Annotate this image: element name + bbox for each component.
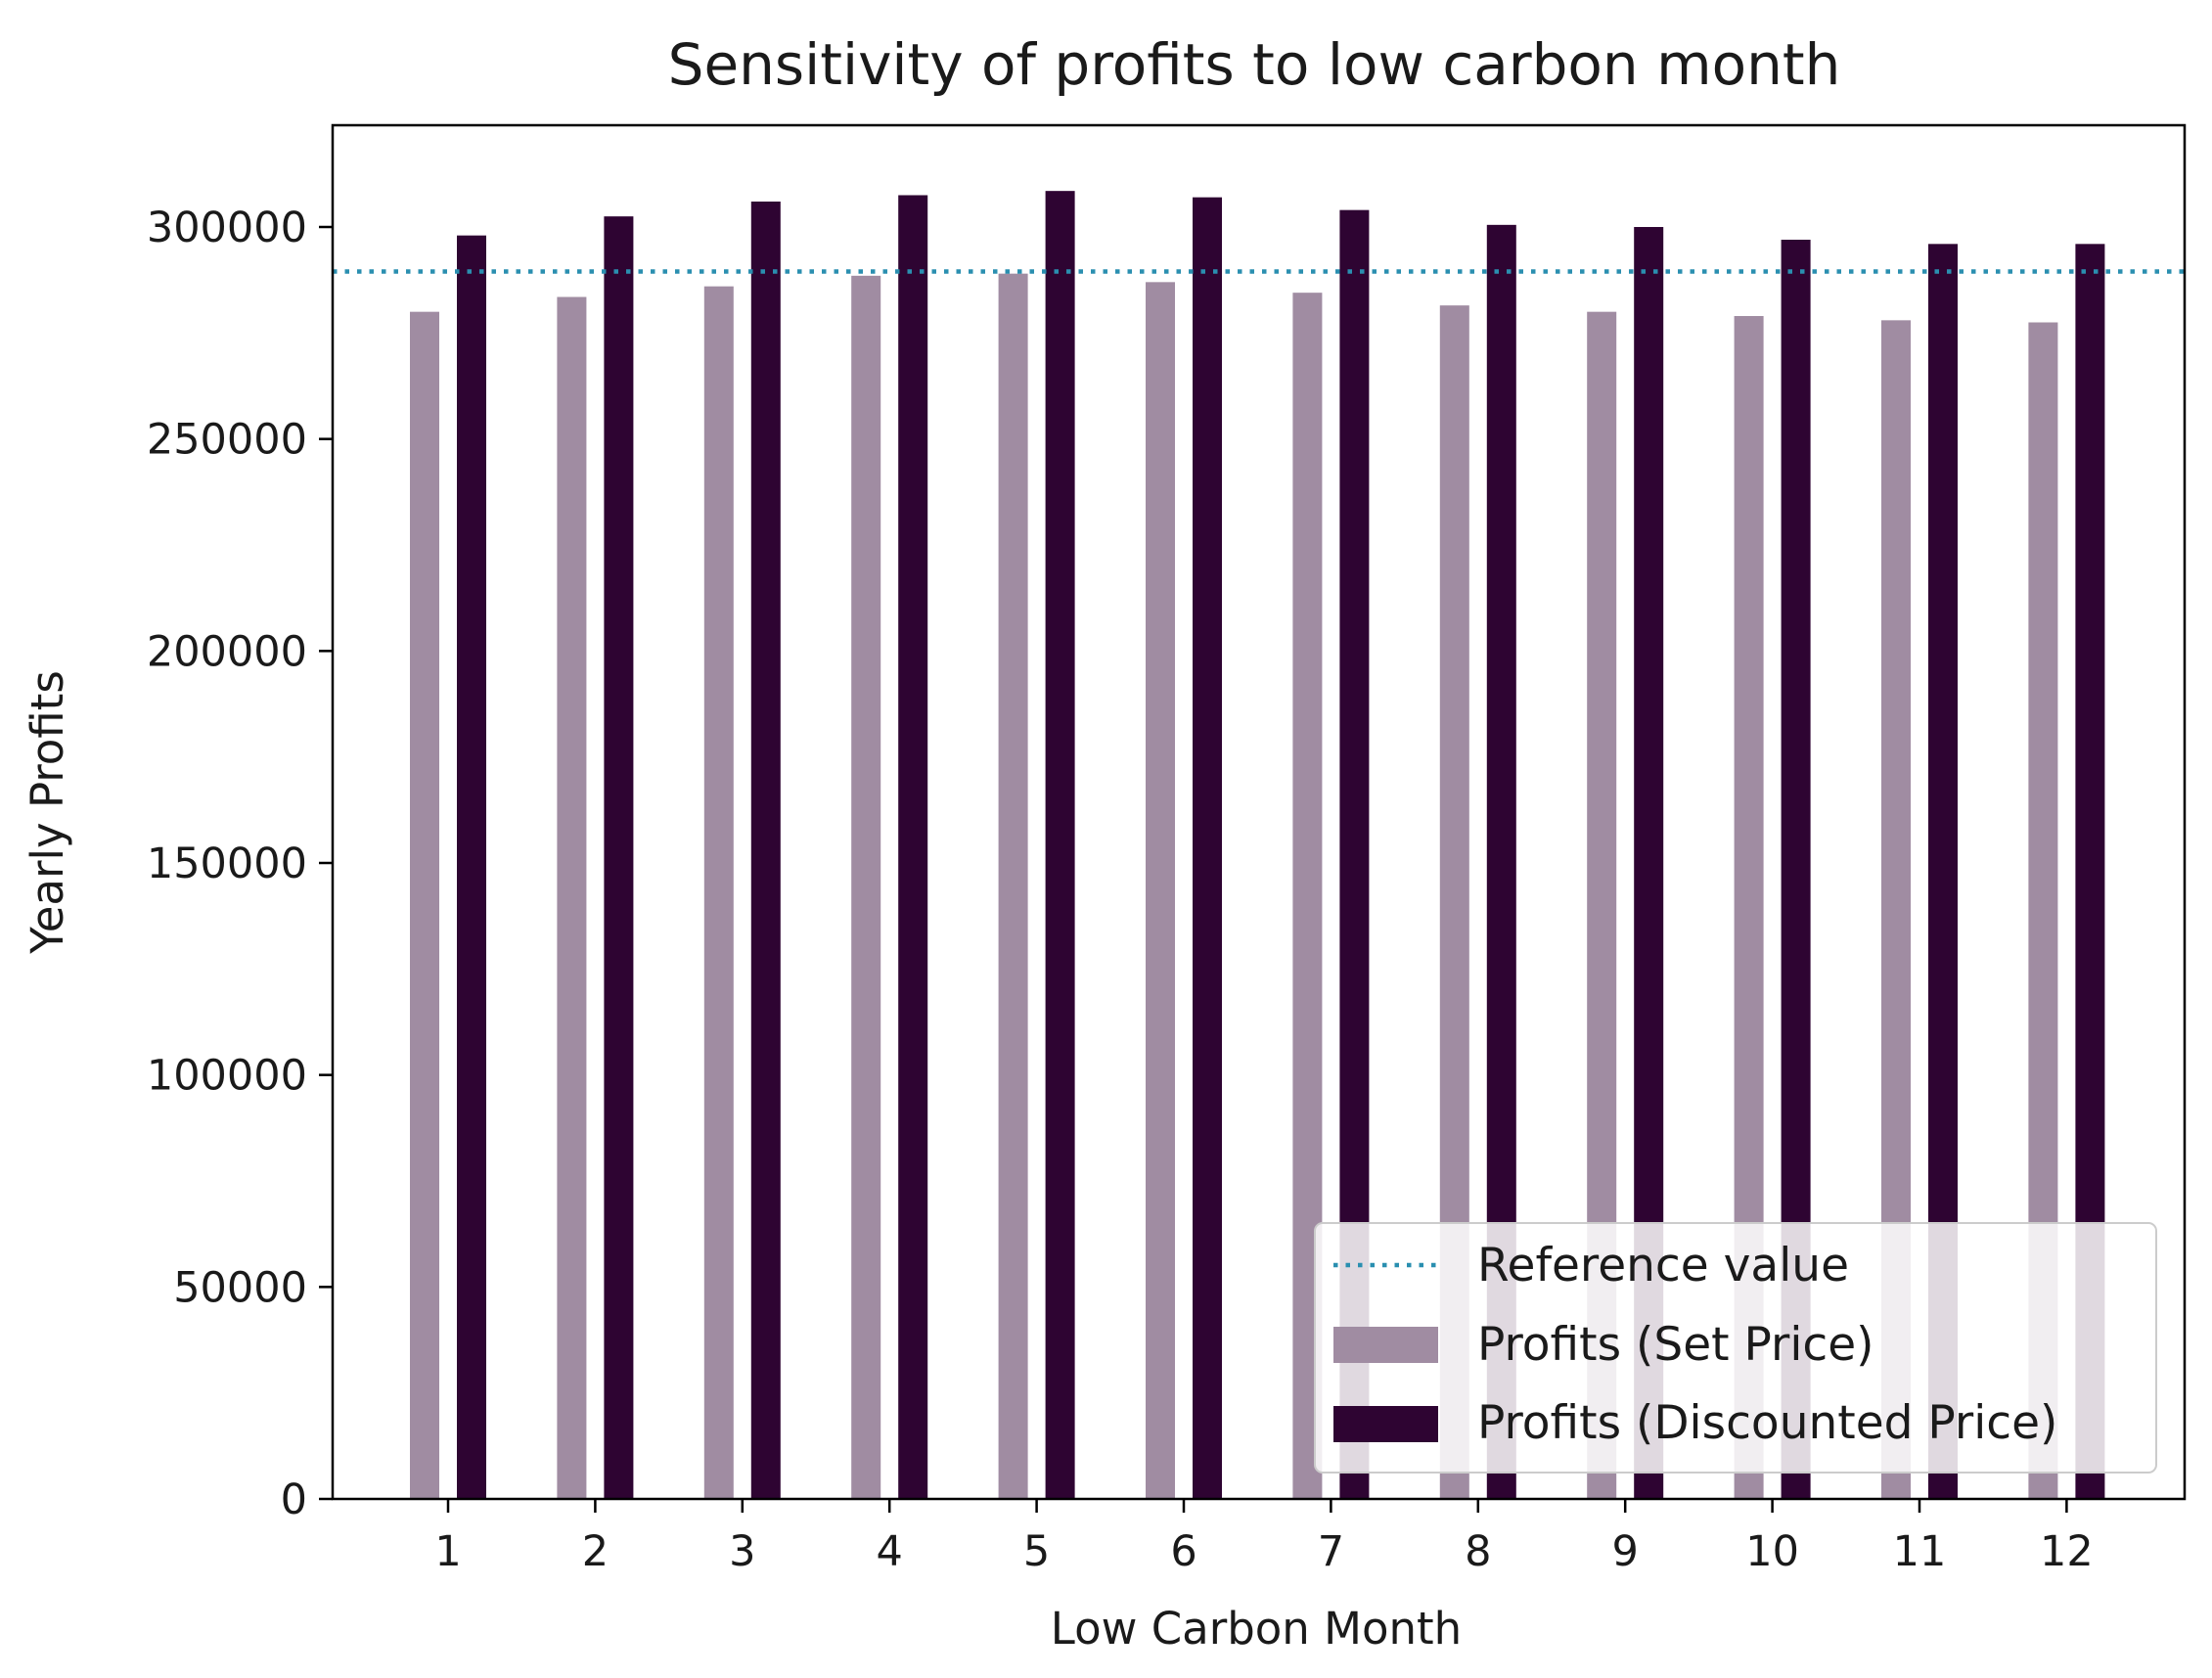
x-tick-label: 1 (434, 1527, 461, 1576)
x-axis-label: Low Carbon Month (1051, 1603, 1462, 1655)
legend-label-reference: Reference value (1477, 1239, 1849, 1293)
legend-swatch-discounted-price (1333, 1406, 1438, 1442)
bar-set-price-6 (1146, 282, 1175, 1499)
y-axis: 0 50000 100000 150000 200000 250000 300000 (147, 204, 333, 1524)
bar-set-price-2 (557, 296, 587, 1499)
x-tick-label: 3 (729, 1527, 755, 1576)
x-tick-label: 11 (1893, 1527, 1947, 1576)
legend-frame (1314, 1222, 2157, 1474)
y-tick-label: 200000 (147, 627, 307, 676)
bar-discounted-price-2 (604, 216, 634, 1500)
x-tick-label: 6 (1170, 1527, 1196, 1576)
bar-discounted-price-1 (457, 235, 486, 1500)
x-tick-label: 2 (582, 1527, 609, 1576)
y-axis-label: Yearly Profits (22, 670, 73, 955)
y-tick-label: 0 (281, 1475, 307, 1524)
plot-frame (331, 123, 2187, 1501)
legend-swatch-set-price (1333, 1327, 1438, 1363)
x-tick-label: 10 (1745, 1527, 1799, 1576)
bar-discounted-price-5 (1045, 191, 1075, 1500)
x-tick-label: 4 (877, 1527, 903, 1576)
legend-label-discounted-price: Profits (Discounted Price) (1477, 1396, 2057, 1450)
x-tick-label: 9 (1612, 1527, 1639, 1576)
y-tick-label: 100000 (147, 1052, 307, 1101)
bar-discounted-price-4 (898, 195, 928, 1499)
y-tick-label: 250000 (147, 416, 307, 465)
bar-set-price-3 (703, 286, 734, 1500)
bar-discounted-price-6 (1193, 197, 1222, 1500)
x-tick-label: 12 (2040, 1527, 2094, 1576)
x-axis: 1 2 3 4 5 6 7 8 9 10 11 12 (434, 1499, 2094, 1576)
x-tick-label: 5 (1023, 1527, 1050, 1576)
x-tick-label: 7 (1318, 1527, 1344, 1576)
bar-set-price-4 (851, 275, 881, 1499)
x-tick-label: 8 (1465, 1527, 1491, 1576)
y-tick-label: 50000 (173, 1263, 307, 1312)
bar-discounted-price-3 (750, 202, 781, 1499)
bar-set-price-5 (998, 273, 1028, 1500)
y-tick-label: 300000 (147, 204, 307, 252)
legend: Reference value Profits (Set Price) Prof… (1314, 1222, 2157, 1474)
legend-label-set-price: Profits (Set Price) (1477, 1318, 1873, 1372)
chart-title: Sensitivity of profits to low carbon mon… (668, 31, 1841, 98)
bar-set-price-1 (410, 311, 439, 1500)
y-tick-label: 150000 (147, 839, 307, 888)
